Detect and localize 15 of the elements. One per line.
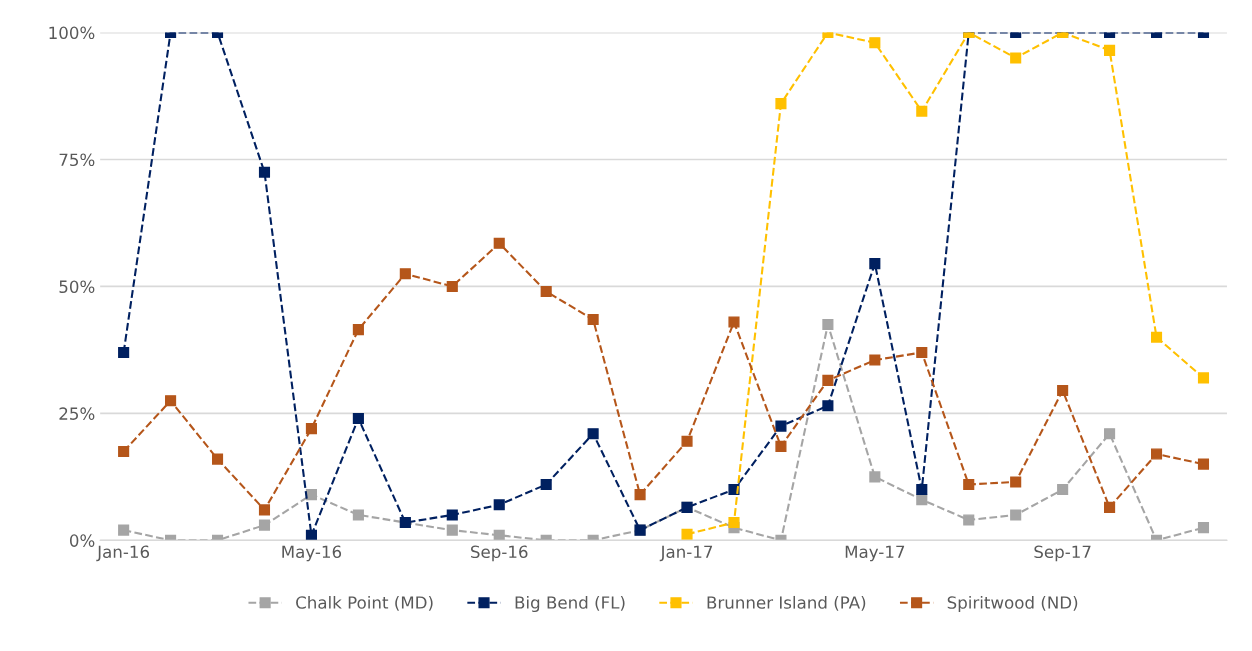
x-tick-label: Jan-17: [659, 545, 713, 562]
y-tick-label: 0%: [69, 534, 95, 547]
x-tick-label: May-17: [845, 545, 905, 562]
x-tick-label: Jan-16: [96, 545, 150, 562]
y-tick-label: 25%: [59, 407, 95, 420]
legend-label: Big Bend (FL): [515, 595, 625, 613]
legend-label: Spiritwood (ND): [947, 595, 1078, 613]
y-tick-label: 100%: [49, 26, 95, 40]
y-tick-label: 75%: [59, 153, 95, 167]
x-tick-label: Sep-17: [1034, 545, 1091, 562]
x-tick-label: May-16: [282, 545, 342, 562]
legend-label: Brunner Island (PA): [707, 595, 866, 611]
x-tick-label: Sep-16: [471, 545, 528, 562]
legend-label: Chalk Point (MD): [296, 595, 433, 611]
y-tick-label: 50%: [59, 280, 95, 294]
